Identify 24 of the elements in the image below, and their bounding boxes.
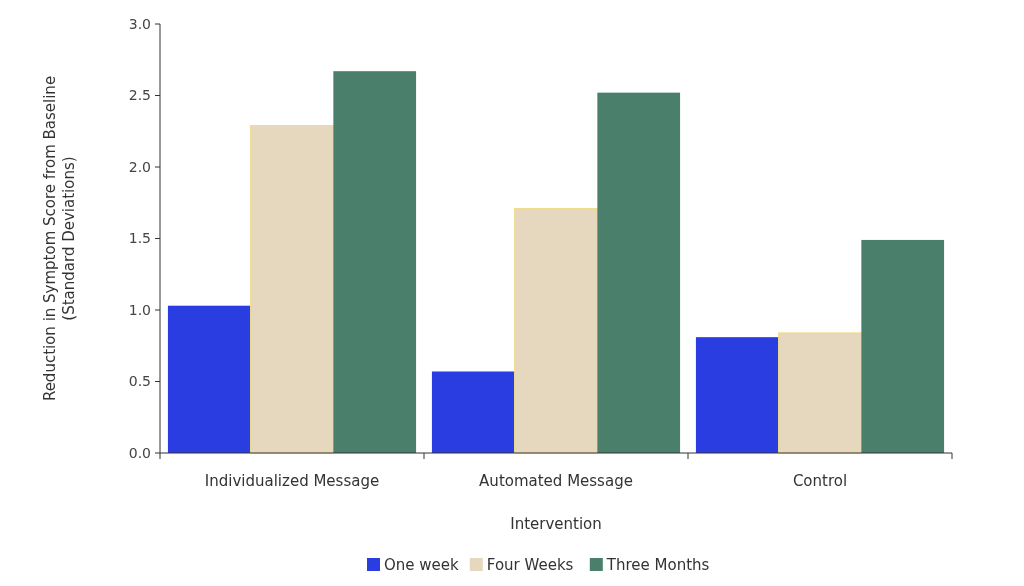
y-tick-label: 1.0 xyxy=(128,301,151,318)
x-tick-label: Individualized Message xyxy=(204,472,380,490)
bar xyxy=(695,337,779,453)
legend-label: Three Months xyxy=(605,556,710,574)
x-tick-label: Control xyxy=(792,472,848,490)
y-tick-label: 3.0 xyxy=(128,15,151,32)
x-axis-title: Intervention xyxy=(510,515,602,533)
bar xyxy=(167,305,251,453)
y-tick-label: 0.0 xyxy=(128,444,151,461)
bar xyxy=(431,371,515,453)
legend-label: Four Weeks xyxy=(486,556,574,574)
bar xyxy=(597,92,681,453)
y-axis-title: Reduction in Symptom Score from Baseline (Standard Deviations) xyxy=(41,75,78,402)
bar xyxy=(250,125,334,454)
y-tick-label: 2.5 xyxy=(128,87,151,104)
y-tick-label: 2.0 xyxy=(128,158,151,175)
y-tick-label: 1.5 xyxy=(128,230,151,247)
bar xyxy=(333,71,417,453)
legend-label: One week xyxy=(384,556,460,574)
x-tick-label: Automated Message xyxy=(479,472,633,490)
bar xyxy=(778,332,862,454)
bar xyxy=(514,207,598,454)
y-tick-label: 0.5 xyxy=(128,373,151,390)
bar xyxy=(861,239,945,453)
